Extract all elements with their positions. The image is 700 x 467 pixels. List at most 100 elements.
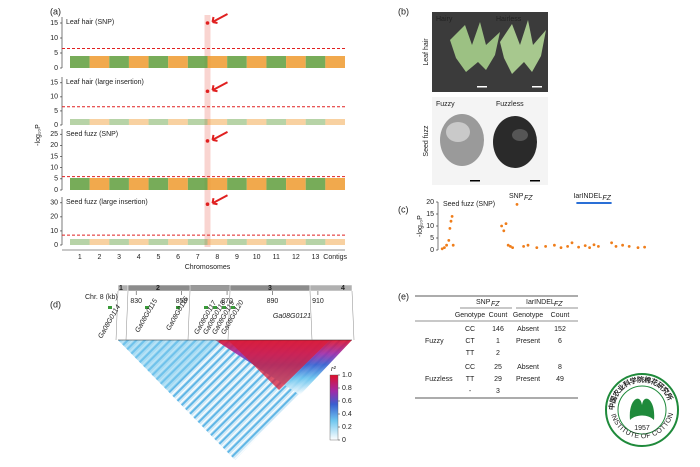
snp-cloud	[70, 239, 90, 245]
point	[553, 243, 556, 247]
panel-label: (d)	[50, 299, 61, 309]
photo-label: Hairy	[436, 16, 453, 23]
point	[440, 247, 444, 251]
snp-cloud	[168, 178, 188, 190]
cell: 25	[494, 364, 502, 371]
x-tick-label: 13	[312, 254, 320, 261]
point	[610, 241, 613, 245]
header-sub: FZ	[491, 301, 500, 308]
snp-cloud	[266, 119, 287, 125]
y-tick-label: 10	[50, 228, 58, 235]
block-label: 4	[341, 285, 345, 292]
panel-label: (a)	[50, 6, 61, 16]
plot-title: Leaf hair (large insertion)	[66, 79, 144, 86]
snp-cloud	[325, 178, 345, 190]
gene-mark	[213, 306, 217, 309]
header-sub: FZ	[554, 301, 563, 308]
snp-cloud	[227, 56, 247, 68]
plot-title: Seed fuzz (SNP)	[66, 131, 118, 138]
gene-mark	[176, 306, 180, 309]
snp-cloud	[128, 178, 149, 190]
point	[445, 243, 448, 247]
point	[636, 246, 640, 250]
plot-title: Seed fuzz (large insertion)	[66, 199, 148, 206]
snp-cloud	[187, 56, 208, 68]
header: IarINDEL	[526, 299, 555, 306]
point	[443, 246, 446, 250]
peak-point	[205, 139, 210, 143]
x-tick-label: 850	[176, 298, 188, 305]
x-tick-label: 5	[156, 254, 160, 261]
snp-cloud	[168, 239, 188, 245]
cell: Absent	[517, 364, 539, 371]
ld-connector	[351, 290, 355, 341]
point	[500, 224, 503, 228]
snp-cloud	[305, 119, 326, 125]
y-tick-label: 20	[50, 142, 58, 149]
point	[449, 219, 453, 223]
point	[592, 243, 596, 247]
gene-mark	[108, 306, 112, 309]
leaf-photo	[432, 12, 548, 92]
cell: Present	[516, 376, 540, 383]
legend-colorbar	[329, 374, 339, 441]
snp-cloud	[89, 119, 110, 125]
x-tick-label: 4	[137, 254, 141, 261]
point	[577, 245, 580, 249]
arrow	[211, 13, 228, 24]
cell: TT	[466, 350, 475, 357]
snp-cloud	[128, 119, 149, 125]
cell: Absent	[517, 326, 539, 333]
point	[559, 246, 563, 250]
plot-title: Leaf hair (SNP)	[66, 19, 114, 26]
y-tick-label: 5	[54, 176, 58, 183]
photo-label: Fuzzy	[436, 101, 455, 108]
arrow	[211, 194, 228, 206]
panel-label: (b)	[398, 6, 409, 16]
block-label: 1	[119, 285, 123, 292]
y-tick-label: 30	[50, 200, 58, 207]
logo	[605, 373, 679, 447]
gene-mark	[222, 306, 226, 309]
point	[614, 245, 618, 248]
y-tick-label: 0	[54, 187, 58, 194]
y-tick-label: 10	[50, 165, 58, 172]
ld-connector	[115, 290, 119, 341]
cell: 29	[494, 376, 502, 383]
point	[511, 246, 514, 250]
snp-cloud	[246, 239, 267, 245]
snp-cloud	[89, 239, 110, 245]
x-tick-label: 870	[221, 298, 233, 305]
point	[448, 227, 452, 230]
header: SNP	[476, 299, 491, 306]
point	[535, 246, 539, 250]
x-tick-label: 3	[117, 254, 121, 261]
snp-cloud	[148, 56, 169, 68]
block	[309, 284, 353, 292]
legend-tick-label: 0.4	[342, 411, 352, 418]
y-tick-label: 10	[426, 223, 434, 230]
legend-tick-label: 1.0	[342, 372, 352, 379]
ld-connector	[227, 290, 231, 341]
photo-label: Hairless	[496, 16, 522, 23]
y-tick-label: 0	[54, 242, 58, 249]
point	[583, 244, 587, 248]
snp-cloud	[227, 178, 247, 190]
point	[502, 229, 506, 233]
snp-cloud	[286, 119, 306, 125]
snp-cloud	[89, 56, 110, 68]
column-header: Genotype	[455, 312, 485, 319]
annotation: SNP	[509, 193, 524, 200]
snp-cloud	[266, 239, 287, 245]
snp-cloud	[70, 119, 90, 125]
point	[509, 245, 512, 248]
x-tick-label: 12	[292, 254, 300, 261]
peak-point	[205, 21, 210, 25]
y-tick-label: 15	[426, 211, 434, 218]
snp-cloud	[325, 56, 345, 68]
axis-label: Chr. 8 (kb)	[85, 294, 118, 301]
cell: CC	[465, 364, 475, 371]
point	[570, 241, 574, 245]
y-tick-label: 15	[50, 153, 58, 160]
